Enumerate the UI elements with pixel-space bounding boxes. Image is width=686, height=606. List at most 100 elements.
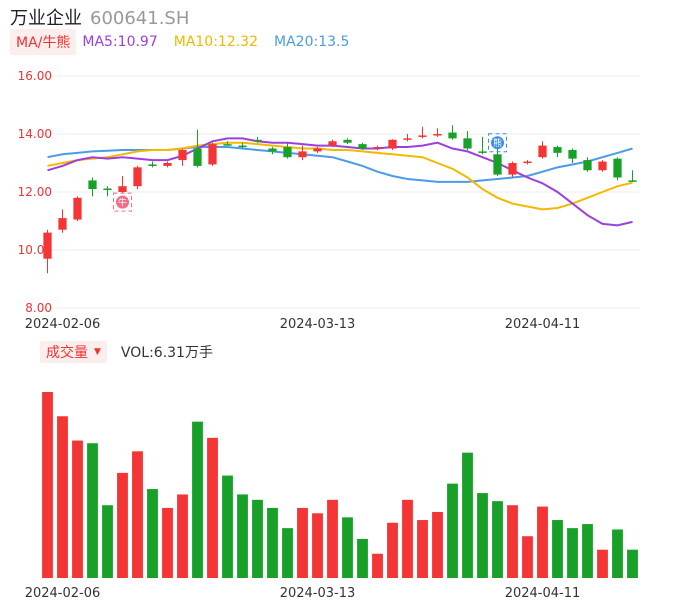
candle-body (133, 167, 142, 187)
volume-legend: 成交量 ▼ VOL:6.31万手 (40, 341, 213, 363)
volume-bar (357, 538, 368, 578)
candle-body (103, 188, 112, 191)
candle-body (343, 139, 352, 143)
caret-down-icon: ▼ (94, 347, 101, 357)
volume-bar (597, 549, 608, 578)
candle-body (238, 145, 247, 148)
volume-bar (162, 507, 173, 578)
candle-body (223, 144, 232, 146)
ma5-legend: MA5:10.97 (82, 34, 158, 50)
volume-bar (387, 522, 398, 578)
candle-body (313, 148, 322, 152)
ma10-line (47, 141, 633, 211)
volume-bar (102, 505, 113, 578)
volume-selector-label: 成交量 (46, 345, 88, 361)
candle-body (538, 145, 547, 158)
bear-marker: 熊 (488, 133, 507, 153)
ma10-legend: MA10:12.32 (173, 34, 259, 50)
candle-body (463, 138, 472, 149)
volume-bar (477, 493, 488, 578)
candle-body (448, 132, 457, 139)
volume-value: VOL:6.31万手 (120, 345, 213, 361)
y-tick-label: 16.00 (18, 69, 52, 83)
volume-bar (612, 529, 623, 578)
stock-header: 万业企业 600641.SH (10, 4, 190, 29)
volume-bar (267, 507, 278, 578)
volume-bar (252, 499, 263, 578)
volume-bar (312, 513, 323, 578)
candle-body (268, 148, 277, 152)
candle-body (553, 147, 562, 153)
ma-type-selector[interactable]: MA/牛熊 (10, 29, 77, 55)
volume-bar (507, 505, 518, 578)
volume-bar (492, 501, 503, 578)
volume-bar (522, 536, 533, 578)
candle-body (178, 149, 187, 161)
candle-body (148, 164, 157, 166)
bull-marker-icon (116, 195, 129, 209)
volume-bar (447, 483, 458, 578)
bull-bear-markers: 牛熊 (113, 133, 507, 212)
candle-body (163, 163, 172, 166)
candle-body (43, 232, 52, 259)
bull-marker-frame (113, 192, 132, 212)
volume-indicator-selector[interactable]: 成交量 ▼ (40, 341, 107, 363)
price-grid (40, 75, 640, 309)
candle-body (583, 160, 592, 171)
x-tick-label: 2024-03-13 (280, 586, 356, 601)
volume-bar (402, 499, 413, 578)
stock-code: 600641.SH (90, 8, 190, 29)
volume-bar (582, 524, 593, 578)
ma-legend: MA/牛熊 MA5:10.97 MA10:12.32 MA20:13.5 (10, 29, 365, 55)
y-tick-label: 14.00 (18, 127, 52, 141)
volume-bar (207, 437, 218, 578)
volume-bar (192, 421, 203, 578)
candle-body (193, 148, 202, 166)
volume-bar (327, 499, 338, 578)
volume-bar (177, 494, 188, 578)
volume-bar (537, 506, 548, 578)
volume-bars (42, 392, 638, 578)
y-tick-label: 8.00 (25, 301, 52, 315)
bull-marker-label: 牛 (118, 197, 127, 209)
ma20-legend: MA20:13.5 (274, 34, 350, 50)
candle-body (493, 154, 502, 175)
volume-bar (57, 416, 68, 578)
candle-body (328, 141, 337, 146)
volume-bar (417, 520, 428, 578)
candle-body (358, 144, 367, 149)
candle-body (433, 134, 442, 136)
volume-bar (432, 511, 443, 578)
candle-body (388, 139, 397, 149)
volume-bar (552, 520, 563, 578)
candle-body (568, 149, 577, 159)
volume-bar (117, 472, 128, 578)
x-tick-label: 2024-02-06 (25, 586, 101, 601)
volume-bar (42, 392, 53, 578)
candle-body (418, 135, 427, 137)
candle-body (118, 186, 127, 192)
y-tick-label: 12.00 (18, 185, 52, 199)
date-axis: 2024-02-06 2024-02-06 2024-03-13 2024-03-13… (25, 317, 581, 601)
ma5-line (47, 137, 633, 227)
candle-body (478, 151, 487, 153)
stock-name: 万业企业 (10, 8, 82, 29)
bull-marker: 牛 (113, 192, 132, 212)
volume-bar (282, 528, 293, 578)
candle-body (73, 197, 82, 220)
x-tick-label: 2024-04-11 (505, 586, 581, 601)
bear-marker-frame (488, 133, 507, 153)
candle-body (253, 139, 262, 142)
volume-bar (237, 494, 248, 578)
volume-bar (627, 549, 638, 578)
volume-bar (87, 443, 98, 578)
candle-body (508, 163, 517, 175)
volume-bar (132, 451, 143, 578)
candle-body (403, 138, 412, 140)
bear-marker-icon (491, 136, 504, 150)
volume-bar (297, 507, 308, 578)
candle-body (523, 161, 532, 164)
candle-body (58, 218, 67, 230)
